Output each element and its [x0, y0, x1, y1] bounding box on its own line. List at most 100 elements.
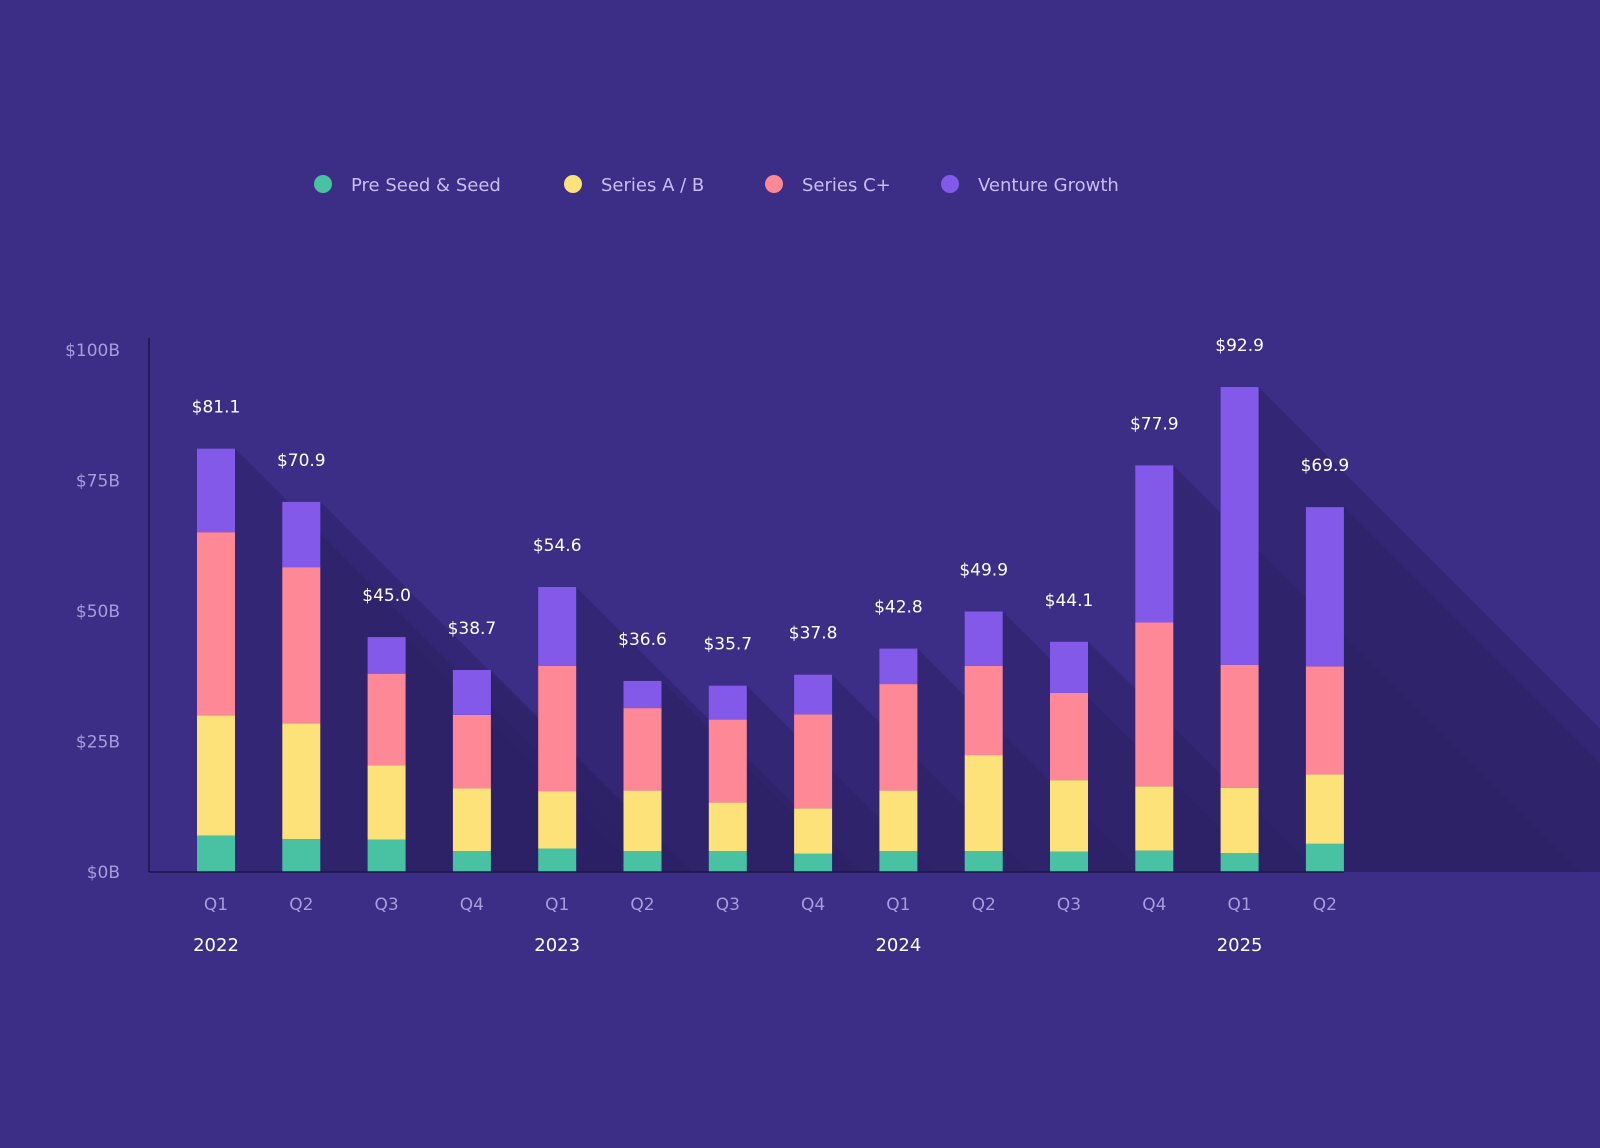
- bar-segment-series-c-: [367, 673, 406, 766]
- x-tick-label: Q1: [1227, 895, 1251, 915]
- bar-total-label: $70.9: [277, 451, 326, 471]
- y-tick-label: $100B: [65, 341, 120, 361]
- x-tick-label: Q3: [716, 895, 740, 915]
- x-tick-label: Q4: [1142, 895, 1166, 915]
- bar-segment-series-c-: [1135, 622, 1174, 787]
- bar-segment-venture-growth: [1305, 507, 1344, 667]
- bar-total-label: $36.6: [618, 630, 667, 650]
- bar-segment-pre-seed-seed: [197, 835, 235, 872]
- bar-segment-venture-growth: [879, 648, 918, 685]
- bars-group: [197, 387, 1344, 872]
- bar-segment-pre-seed-seed: [1220, 853, 1259, 872]
- x-tick-label: Q2: [1313, 895, 1337, 915]
- legend-label: Series A / B: [601, 175, 704, 196]
- legend-swatch: [765, 175, 783, 193]
- bar-segment-series-a-b: [538, 791, 577, 849]
- bar-segment-pre-seed-seed: [452, 851, 491, 872]
- bar-segment-series-c-: [452, 714, 491, 789]
- bar-segment-series-a-b: [197, 715, 235, 836]
- bar-segment-series-c-: [623, 708, 662, 791]
- y-tick-label: $25B: [76, 733, 120, 753]
- bar-total-label: $92.9: [1215, 336, 1264, 356]
- x-tick-label: Q1: [886, 895, 910, 915]
- bar-segment-pre-seed-seed: [964, 851, 1003, 872]
- bar-segment-venture-growth: [452, 669, 491, 715]
- legend-item: Venture Growth: [941, 175, 1119, 196]
- year-label: 2024: [875, 935, 921, 956]
- bar-total-label: $42.8: [874, 598, 923, 618]
- x-tick-label: Q4: [801, 895, 825, 915]
- bar-segment-series-c-: [879, 684, 918, 791]
- y-tick-label: $50B: [76, 602, 120, 622]
- legend-label: Pre Seed & Seed: [351, 175, 501, 196]
- bar-total-label: $54.6: [533, 536, 582, 556]
- bar-segment-venture-growth: [197, 448, 235, 533]
- bar-segment-venture-growth: [623, 680, 662, 709]
- bar-segment-venture-growth: [1050, 641, 1088, 693]
- bar-segment-pre-seed-seed: [708, 851, 747, 872]
- bar-segment-pre-seed-seed: [1050, 851, 1088, 872]
- legend: Pre Seed & Seed Series A / B Series C+ Vent…: [314, 175, 1119, 196]
- bar-segment-pre-seed-seed: [1305, 843, 1344, 872]
- bar-segment-series-c-: [708, 719, 747, 803]
- year-label: 2022: [193, 935, 239, 956]
- bar-segment-series-a-b: [1135, 786, 1174, 851]
- bar-segment-series-c-: [197, 532, 235, 716]
- legend-item: Series C+: [765, 175, 891, 196]
- legend-item: Pre Seed & Seed: [314, 175, 501, 196]
- bar-segment-pre-seed-seed: [282, 839, 321, 872]
- bar-shadows: [235, 387, 1600, 872]
- bar-total-label: $35.7: [703, 635, 752, 655]
- bar-total-label: $45.0: [362, 586, 411, 606]
- bar-segment-series-a-b: [1305, 774, 1344, 844]
- y-tick-label: $75B: [76, 472, 120, 492]
- x-tick-label: Q2: [289, 895, 313, 915]
- y-tick-label: $0B: [87, 863, 120, 883]
- bar-segment-series-c-: [1220, 664, 1259, 788]
- bar-total-label: $44.1: [1045, 591, 1094, 611]
- bar-total-label: $49.9: [959, 561, 1008, 581]
- bar-segment-series-a-b: [1050, 780, 1088, 852]
- bar-total-label: $77.9: [1130, 414, 1179, 434]
- bar-segment-series-c-: [282, 567, 321, 724]
- year-label: 2025: [1217, 935, 1263, 956]
- x-tick-label: Q1: [545, 895, 569, 915]
- x-tick-label: Q2: [972, 895, 996, 915]
- x-tick-label: Q3: [1057, 895, 1081, 915]
- bar-segment-series-a-b: [1220, 787, 1259, 854]
- bar-segment-series-a-b: [708, 802, 747, 852]
- bar-segment-series-c-: [1305, 666, 1344, 775]
- bar-segment-venture-growth: [1135, 465, 1174, 623]
- bar-segment-venture-growth: [282, 501, 321, 568]
- legend-swatch: [941, 175, 959, 193]
- legend-label: Venture Growth: [978, 175, 1119, 196]
- bar-segment-pre-seed-seed: [794, 853, 833, 872]
- bar-shadow: [1343, 507, 1600, 872]
- bar-segment-venture-growth: [964, 611, 1003, 666]
- bar-segment-series-a-b: [367, 765, 406, 840]
- bar-total-label: $38.7: [448, 619, 497, 639]
- bar-segment-pre-seed-seed: [538, 848, 577, 872]
- legend-label: Series C+: [802, 175, 891, 196]
- bar-segment-venture-growth: [708, 685, 747, 720]
- bar-segment-series-c-: [964, 665, 1003, 756]
- bar-segment-series-c-: [538, 665, 577, 792]
- bar-segment-series-a-b: [282, 723, 321, 840]
- year-label: 2023: [534, 935, 580, 956]
- bar-total-label: $69.9: [1301, 456, 1350, 476]
- bar-total-label: $37.8: [789, 624, 838, 644]
- legend-swatch: [564, 175, 582, 193]
- x-tick-label: Q2: [630, 895, 654, 915]
- bar-segment-series-a-b: [623, 790, 662, 852]
- x-tick-label: Q1: [204, 895, 228, 915]
- bar-segment-venture-growth: [538, 586, 577, 666]
- x-tick-label: Q4: [460, 895, 484, 915]
- bar-segment-pre-seed-seed: [623, 851, 662, 872]
- bar-segment-pre-seed-seed: [1135, 850, 1174, 872]
- bar-segment-series-a-b: [794, 808, 833, 854]
- bar-segment-series-a-b: [452, 788, 491, 852]
- bar-segment-series-c-: [794, 714, 833, 809]
- x-tick-label: Q3: [374, 895, 398, 915]
- bar-segment-series-a-b: [879, 790, 918, 852]
